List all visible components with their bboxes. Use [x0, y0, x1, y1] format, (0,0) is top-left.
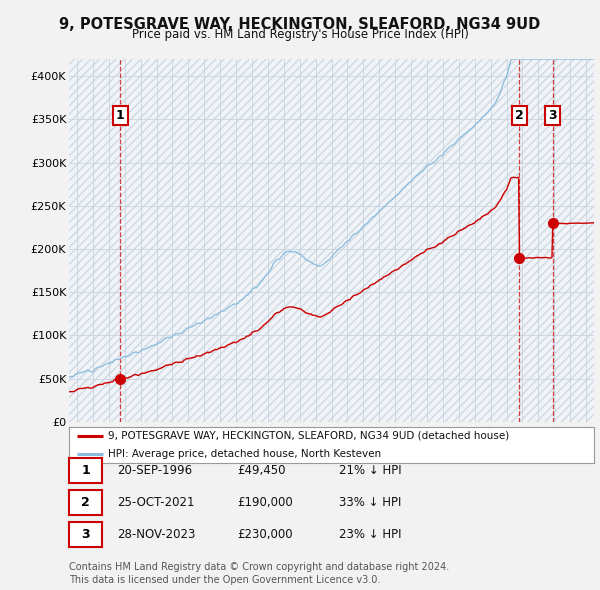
Text: 21% ↓ HPI: 21% ↓ HPI — [339, 464, 401, 477]
Text: 3: 3 — [81, 528, 90, 541]
Text: 28-NOV-2023: 28-NOV-2023 — [117, 528, 196, 541]
Text: 3: 3 — [548, 109, 557, 122]
Text: 25-OCT-2021: 25-OCT-2021 — [117, 496, 194, 509]
Text: 1: 1 — [81, 464, 90, 477]
Text: £230,000: £230,000 — [237, 528, 293, 541]
Text: 23% ↓ HPI: 23% ↓ HPI — [339, 528, 401, 541]
Text: 2: 2 — [515, 109, 524, 122]
Text: 9, POTESGRAVE WAY, HECKINGTON, SLEAFORD, NG34 9UD: 9, POTESGRAVE WAY, HECKINGTON, SLEAFORD,… — [59, 17, 541, 31]
Text: Price paid vs. HM Land Registry's House Price Index (HPI): Price paid vs. HM Land Registry's House … — [131, 28, 469, 41]
Text: 2: 2 — [81, 496, 90, 509]
Text: Contains HM Land Registry data © Crown copyright and database right 2024.
This d: Contains HM Land Registry data © Crown c… — [69, 562, 449, 585]
Text: 1: 1 — [116, 109, 125, 122]
Text: 20-SEP-1996: 20-SEP-1996 — [117, 464, 192, 477]
Text: 9, POTESGRAVE WAY, HECKINGTON, SLEAFORD, NG34 9UD (detached house): 9, POTESGRAVE WAY, HECKINGTON, SLEAFORD,… — [109, 431, 509, 441]
Text: £49,450: £49,450 — [237, 464, 286, 477]
Text: 33% ↓ HPI: 33% ↓ HPI — [339, 496, 401, 509]
Text: HPI: Average price, detached house, North Kesteven: HPI: Average price, detached house, Nort… — [109, 449, 382, 459]
Text: £190,000: £190,000 — [237, 496, 293, 509]
